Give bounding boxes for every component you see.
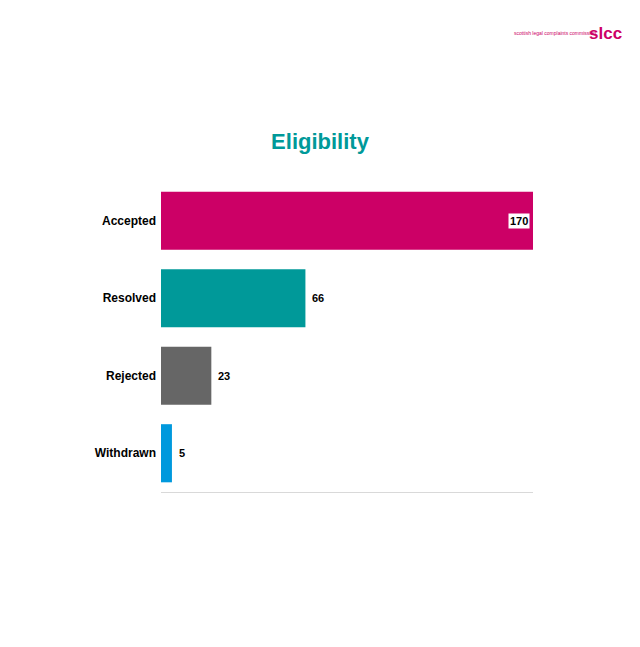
svg-text:slcc: slcc [589, 24, 622, 43]
svg-text:5: 5 [179, 447, 185, 459]
svg-text:66: 66 [312, 292, 324, 304]
svg-text:Rejected: Rejected [106, 369, 156, 383]
svg-text:Resolved: Resolved [103, 291, 156, 305]
svg-text:Eligibility: Eligibility [271, 129, 370, 154]
svg-text:Withdrawn: Withdrawn [95, 446, 156, 460]
svg-text:Accepted: Accepted [102, 214, 156, 228]
svg-text:scottish legal complaints comm: scottish legal complaints commission [514, 30, 596, 36]
svg-text:170: 170 [510, 215, 528, 227]
svg-text:23: 23 [218, 370, 230, 382]
